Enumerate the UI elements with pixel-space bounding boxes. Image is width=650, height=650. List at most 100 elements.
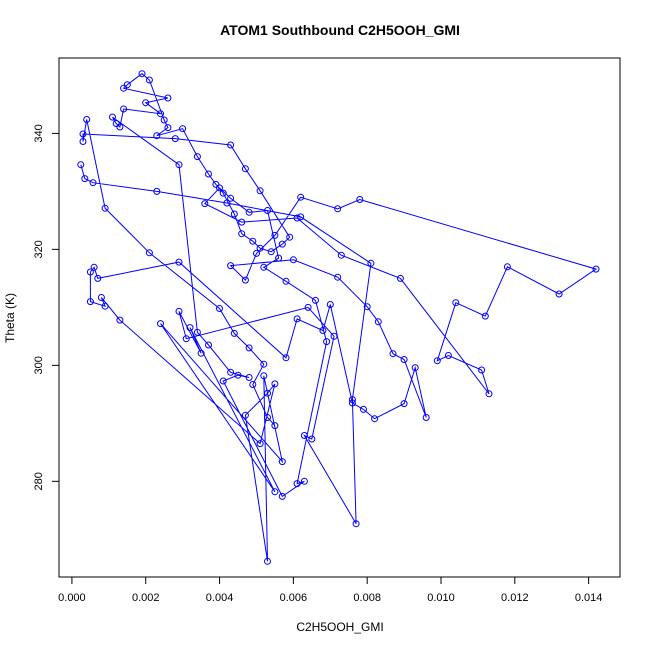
data-point [120,105,128,113]
data-point [334,205,342,213]
data-point [219,189,227,197]
data-point [452,299,460,307]
data-point [422,414,430,421]
data-point [271,488,279,496]
data-point [197,349,205,357]
data-point [444,352,452,359]
data-point [157,110,164,118]
x-axis-label: C2H5OOH_GMI [296,620,383,634]
x-tick-label: 0.014 [575,592,603,604]
data-point [216,184,223,192]
data-point [81,175,89,183]
data-point [86,268,94,276]
data-point [179,125,187,133]
data-point [352,520,360,528]
x-tick-label: 0.010 [427,592,455,604]
data-point [83,116,91,123]
data-point [201,200,209,208]
data-point [400,400,408,408]
data-point [271,422,279,430]
data-point [175,307,183,315]
data-point [334,273,342,281]
data-point [360,405,367,413]
data-point [371,415,379,423]
data-point [241,276,249,284]
data-point [186,324,194,332]
data-point [256,244,264,252]
data-point [145,249,153,257]
plot-area [77,70,600,565]
data-point [238,218,246,226]
data-point [260,372,268,380]
data-point [227,262,235,270]
data-point [278,240,286,248]
data-point [286,233,294,241]
data-point [109,113,116,121]
data-point [356,196,364,203]
data-point [245,374,253,381]
data-point [481,312,489,320]
data-point [230,210,238,218]
data-point [182,335,190,343]
data-point [282,354,290,362]
data-point [293,480,301,488]
data-point [175,161,183,169]
y-tick-label: 320 [33,240,45,258]
data-point [348,396,356,404]
data-point [97,294,105,301]
data-point [112,120,120,127]
data-point [256,187,264,195]
data-point [116,123,124,131]
data-point [245,344,253,352]
data-point [293,315,301,323]
data-point [337,251,345,259]
data-point [297,213,305,221]
data-point [142,99,150,107]
data-point [400,356,408,363]
data-point [282,277,290,285]
data-point [116,316,124,324]
data-point [293,214,301,222]
data-point [323,338,331,346]
data-point [300,477,308,485]
series-line [80,73,598,562]
data-point [249,381,257,388]
chart-title: ATOM1 Southbound C2H5OOH_GMI [220,22,460,38]
data-point [245,208,253,216]
data-point [241,411,249,419]
data-point [227,194,235,202]
data-point [348,399,356,407]
data-point [260,263,268,271]
data-point [389,350,397,358]
data-point [205,341,212,349]
data-point [278,458,286,466]
x-tick-label: 0.012 [501,592,529,604]
data-point [326,301,334,308]
data-point [120,84,128,92]
x-tick-label: 0.002 [132,592,160,604]
data-point [478,366,486,374]
data-point [300,432,308,439]
data-point [223,199,231,207]
data-point [264,557,271,565]
data-point [304,303,312,311]
y-axis-label: Theta (K) [3,293,17,343]
data-point [241,165,249,173]
data-point [101,204,109,212]
data-point [77,161,85,169]
plot-frame [58,57,621,578]
data-point [89,179,97,187]
data-point [260,360,268,368]
data-point [264,207,271,214]
data-point [193,328,201,336]
data-point [267,248,275,256]
data-point [411,364,419,372]
data-point [227,141,235,149]
data-point [123,81,131,89]
data-point [79,138,87,145]
data-point [153,132,161,140]
data-point [79,130,87,138]
data-point [94,274,102,282]
data-point [212,180,220,188]
